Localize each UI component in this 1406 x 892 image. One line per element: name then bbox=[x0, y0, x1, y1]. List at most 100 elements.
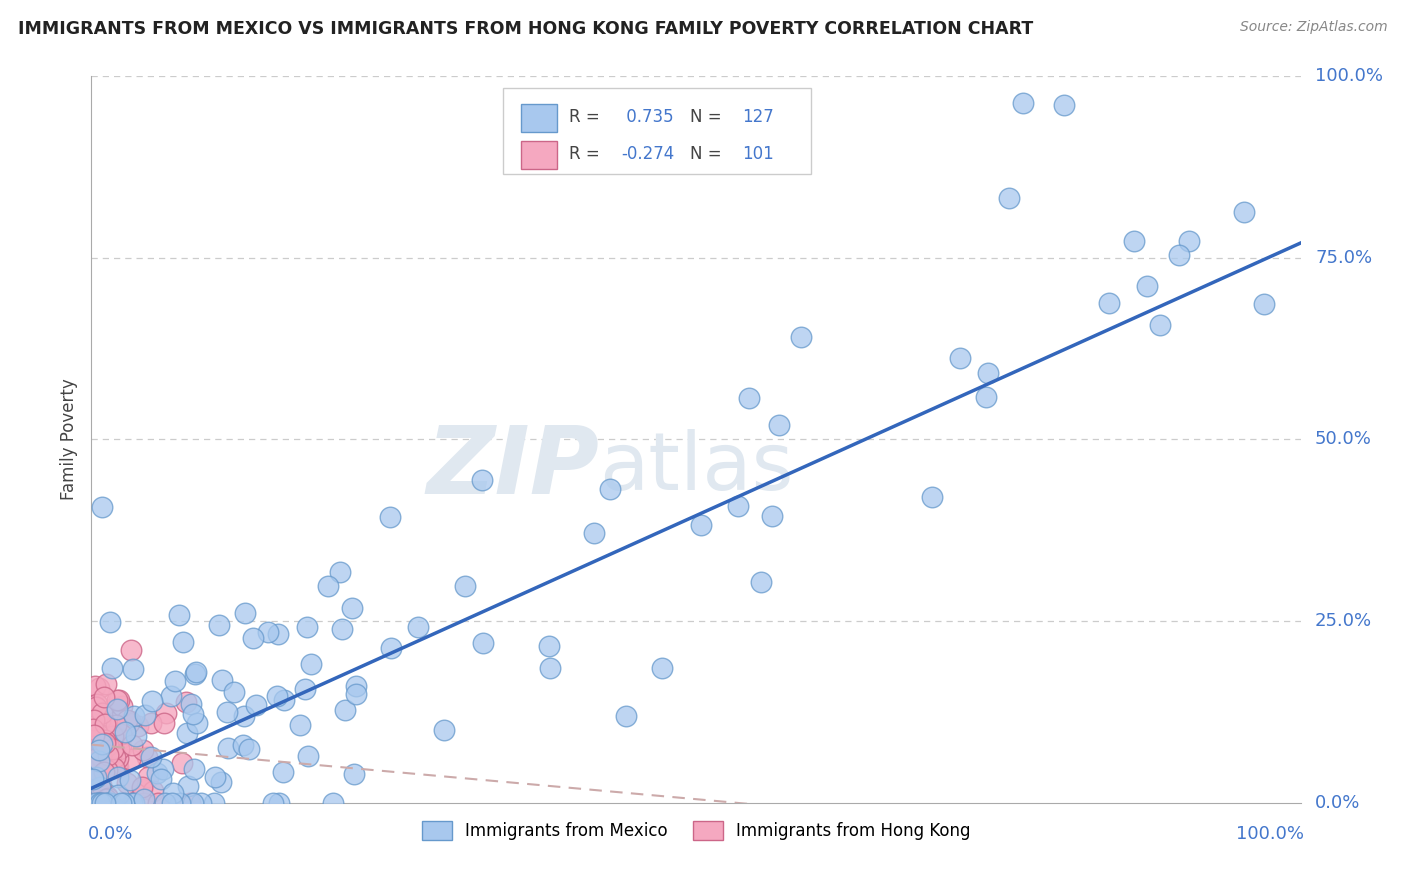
Point bbox=[110, 740, 132, 755]
Point bbox=[82, 772, 104, 787]
Text: 0.0%: 0.0% bbox=[87, 824, 134, 843]
Point bbox=[142, 784, 165, 798]
Point bbox=[152, 762, 174, 776]
Text: 127: 127 bbox=[742, 108, 773, 127]
Point bbox=[91, 706, 114, 720]
Point bbox=[217, 705, 239, 719]
Point bbox=[94, 791, 117, 805]
Point bbox=[453, 579, 475, 593]
Point bbox=[93, 690, 115, 704]
Point bbox=[93, 744, 115, 758]
Point bbox=[761, 509, 783, 524]
Point bbox=[242, 631, 264, 645]
Point bbox=[94, 732, 117, 747]
Point bbox=[89, 727, 111, 741]
Point bbox=[86, 697, 108, 711]
Point bbox=[1253, 297, 1275, 311]
Point bbox=[96, 789, 118, 804]
Legend: Immigrants from Mexico, Immigrants from Hong Kong: Immigrants from Mexico, Immigrants from … bbox=[415, 814, 977, 847]
Point bbox=[110, 712, 132, 726]
Point bbox=[177, 779, 200, 793]
Point bbox=[183, 706, 205, 721]
Point bbox=[330, 623, 353, 637]
Point bbox=[84, 796, 107, 810]
Point bbox=[224, 684, 246, 698]
Point bbox=[121, 796, 143, 810]
Point bbox=[107, 770, 129, 784]
Point bbox=[94, 758, 117, 772]
Point bbox=[90, 728, 112, 742]
Point bbox=[121, 738, 143, 752]
Point bbox=[149, 772, 172, 786]
Point bbox=[86, 745, 108, 759]
Point bbox=[273, 764, 295, 779]
Point bbox=[89, 739, 111, 753]
Point bbox=[125, 729, 148, 743]
Point bbox=[316, 579, 339, 593]
Point bbox=[100, 796, 122, 810]
Point bbox=[84, 728, 107, 742]
Point bbox=[380, 509, 402, 524]
Text: 0.735: 0.735 bbox=[621, 108, 673, 127]
Point bbox=[122, 662, 145, 676]
Point bbox=[90, 744, 112, 758]
Point bbox=[136, 750, 159, 764]
Point bbox=[118, 715, 141, 730]
Point bbox=[406, 620, 429, 634]
Point bbox=[333, 703, 356, 717]
Point bbox=[160, 690, 183, 704]
Point bbox=[84, 679, 107, 693]
Text: atlas: atlas bbox=[599, 429, 793, 508]
Point bbox=[94, 747, 117, 761]
Point bbox=[84, 752, 107, 766]
Point bbox=[139, 716, 162, 731]
Point bbox=[1178, 234, 1201, 248]
Point bbox=[749, 575, 772, 590]
Text: 101: 101 bbox=[742, 145, 773, 163]
Point bbox=[94, 717, 117, 731]
Point bbox=[89, 780, 111, 794]
Point bbox=[132, 792, 155, 806]
Point bbox=[96, 796, 118, 810]
Point bbox=[101, 729, 124, 743]
Point bbox=[97, 747, 120, 762]
Point bbox=[132, 743, 155, 757]
Point bbox=[537, 639, 560, 653]
Point bbox=[1167, 248, 1189, 262]
Point bbox=[245, 698, 267, 712]
Point bbox=[217, 741, 239, 756]
Point bbox=[301, 657, 323, 672]
Point bbox=[170, 756, 193, 770]
Point bbox=[183, 762, 205, 776]
Point bbox=[141, 750, 163, 764]
Point bbox=[146, 766, 169, 780]
Point bbox=[82, 739, 104, 753]
Point bbox=[340, 601, 363, 615]
Point bbox=[186, 716, 208, 731]
Point bbox=[471, 473, 494, 487]
Text: 75.0%: 75.0% bbox=[1315, 249, 1372, 267]
Point bbox=[176, 725, 198, 739]
Point bbox=[86, 700, 108, 714]
Point bbox=[86, 732, 108, 747]
Point bbox=[90, 750, 112, 764]
Point bbox=[155, 706, 177, 720]
Bar bbox=[520, 104, 557, 132]
Point bbox=[90, 737, 112, 751]
Point bbox=[89, 743, 111, 757]
Point bbox=[97, 796, 120, 810]
Point bbox=[83, 762, 105, 776]
Point bbox=[93, 737, 115, 751]
Point bbox=[114, 725, 136, 739]
Point bbox=[121, 643, 143, 657]
Point bbox=[108, 742, 131, 756]
Point bbox=[82, 722, 104, 736]
Point bbox=[118, 714, 141, 728]
Point bbox=[90, 778, 112, 792]
Point bbox=[329, 565, 352, 579]
Point bbox=[107, 788, 129, 802]
Point bbox=[87, 754, 110, 768]
Point bbox=[90, 794, 112, 808]
Text: 50.0%: 50.0% bbox=[1315, 430, 1372, 449]
Point bbox=[97, 739, 120, 753]
